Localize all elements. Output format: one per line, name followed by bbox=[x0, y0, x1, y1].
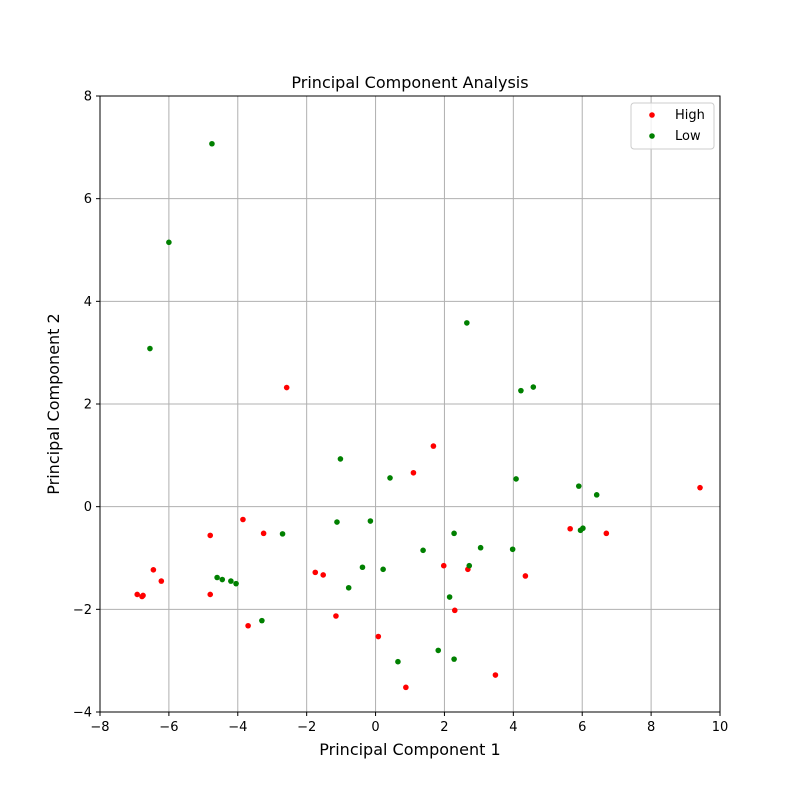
legend-label-low: Low bbox=[675, 129, 701, 144]
point-low bbox=[219, 576, 226, 583]
x-tick-label: −8 bbox=[90, 720, 109, 735]
point-low bbox=[477, 544, 484, 551]
point-low bbox=[530, 384, 537, 390]
point-high bbox=[207, 591, 214, 598]
point-high bbox=[207, 532, 214, 539]
point-low bbox=[279, 531, 286, 537]
point-low bbox=[446, 594, 453, 600]
y-tick-label: 2 bbox=[84, 398, 92, 413]
point-low bbox=[209, 140, 215, 147]
point-high bbox=[440, 562, 447, 569]
point-low bbox=[580, 525, 586, 532]
y-tick-label: 0 bbox=[84, 500, 92, 515]
point-high bbox=[492, 672, 499, 678]
y-tick-label: 8 bbox=[84, 90, 92, 105]
point-high bbox=[403, 684, 409, 691]
y-axis-ticks: −4 −2 0 2 4 6 8 bbox=[73, 90, 100, 721]
point-low bbox=[420, 547, 426, 554]
point-low bbox=[147, 345, 153, 352]
point-low bbox=[337, 456, 344, 462]
point-low bbox=[593, 492, 600, 498]
point-low bbox=[387, 475, 393, 481]
point-low bbox=[166, 239, 172, 246]
point-low bbox=[575, 483, 582, 489]
x-axis-label: Principal Component 1 bbox=[319, 740, 500, 759]
point-low bbox=[395, 658, 401, 665]
point-high bbox=[260, 530, 267, 537]
point-low bbox=[334, 519, 340, 525]
y-tick-label: −4 bbox=[73, 706, 92, 721]
point-high bbox=[158, 578, 165, 584]
point-high bbox=[240, 516, 246, 523]
point-low bbox=[451, 656, 457, 662]
point-low bbox=[380, 566, 386, 573]
x-tick-label: 0 bbox=[371, 720, 379, 735]
point-high bbox=[567, 525, 573, 532]
point-high bbox=[283, 384, 290, 391]
point-high bbox=[312, 569, 319, 576]
point-high bbox=[150, 567, 157, 573]
point-high bbox=[245, 622, 251, 629]
point-low bbox=[259, 617, 265, 624]
y-axis-label: Principal Component 2 bbox=[44, 313, 63, 494]
legend: High Low bbox=[630, 102, 715, 150]
point-high bbox=[320, 572, 327, 578]
y-tick-label: 6 bbox=[84, 192, 92, 207]
point-high bbox=[603, 530, 610, 537]
point-low bbox=[518, 387, 524, 394]
x-tick-label: −2 bbox=[297, 720, 316, 735]
point-low bbox=[233, 580, 239, 587]
legend-marker-low bbox=[649, 133, 655, 139]
point-high bbox=[451, 607, 458, 614]
point-high bbox=[430, 443, 437, 449]
y-tick-label: −2 bbox=[73, 603, 92, 618]
point-high bbox=[522, 573, 529, 579]
x-tick-label: 4 bbox=[509, 720, 517, 735]
legend-label-high: High bbox=[675, 108, 705, 123]
point-low bbox=[435, 647, 442, 654]
point-high bbox=[134, 591, 140, 598]
x-tick-label: 8 bbox=[647, 720, 655, 735]
legend-marker-high bbox=[649, 112, 655, 118]
x-tick-label: −4 bbox=[228, 720, 247, 735]
point-low bbox=[513, 476, 519, 482]
chart-title: Principal Component Analysis bbox=[291, 73, 528, 92]
point-low bbox=[451, 530, 457, 537]
x-tick-label: 2 bbox=[440, 720, 448, 735]
point-high bbox=[697, 484, 703, 491]
point-low bbox=[345, 584, 352, 591]
x-tick-label: 6 bbox=[578, 720, 586, 735]
point-high bbox=[375, 633, 382, 640]
point-high bbox=[140, 592, 146, 599]
point-low bbox=[464, 320, 470, 326]
point-low bbox=[466, 562, 473, 569]
x-tick-label: −6 bbox=[159, 720, 178, 735]
point-low bbox=[367, 518, 374, 524]
x-axis-ticks: −8 −6 −4 −2 0 2 4 6 8 10 bbox=[90, 712, 728, 735]
point-low bbox=[214, 574, 220, 581]
point-high bbox=[333, 613, 339, 619]
point-high bbox=[410, 469, 417, 476]
x-tick-label: 10 bbox=[712, 720, 729, 735]
point-low bbox=[359, 564, 366, 571]
y-tick-label: 4 bbox=[84, 295, 92, 310]
data-points bbox=[134, 140, 703, 691]
point-low bbox=[509, 546, 516, 553]
point-low bbox=[228, 578, 234, 584]
